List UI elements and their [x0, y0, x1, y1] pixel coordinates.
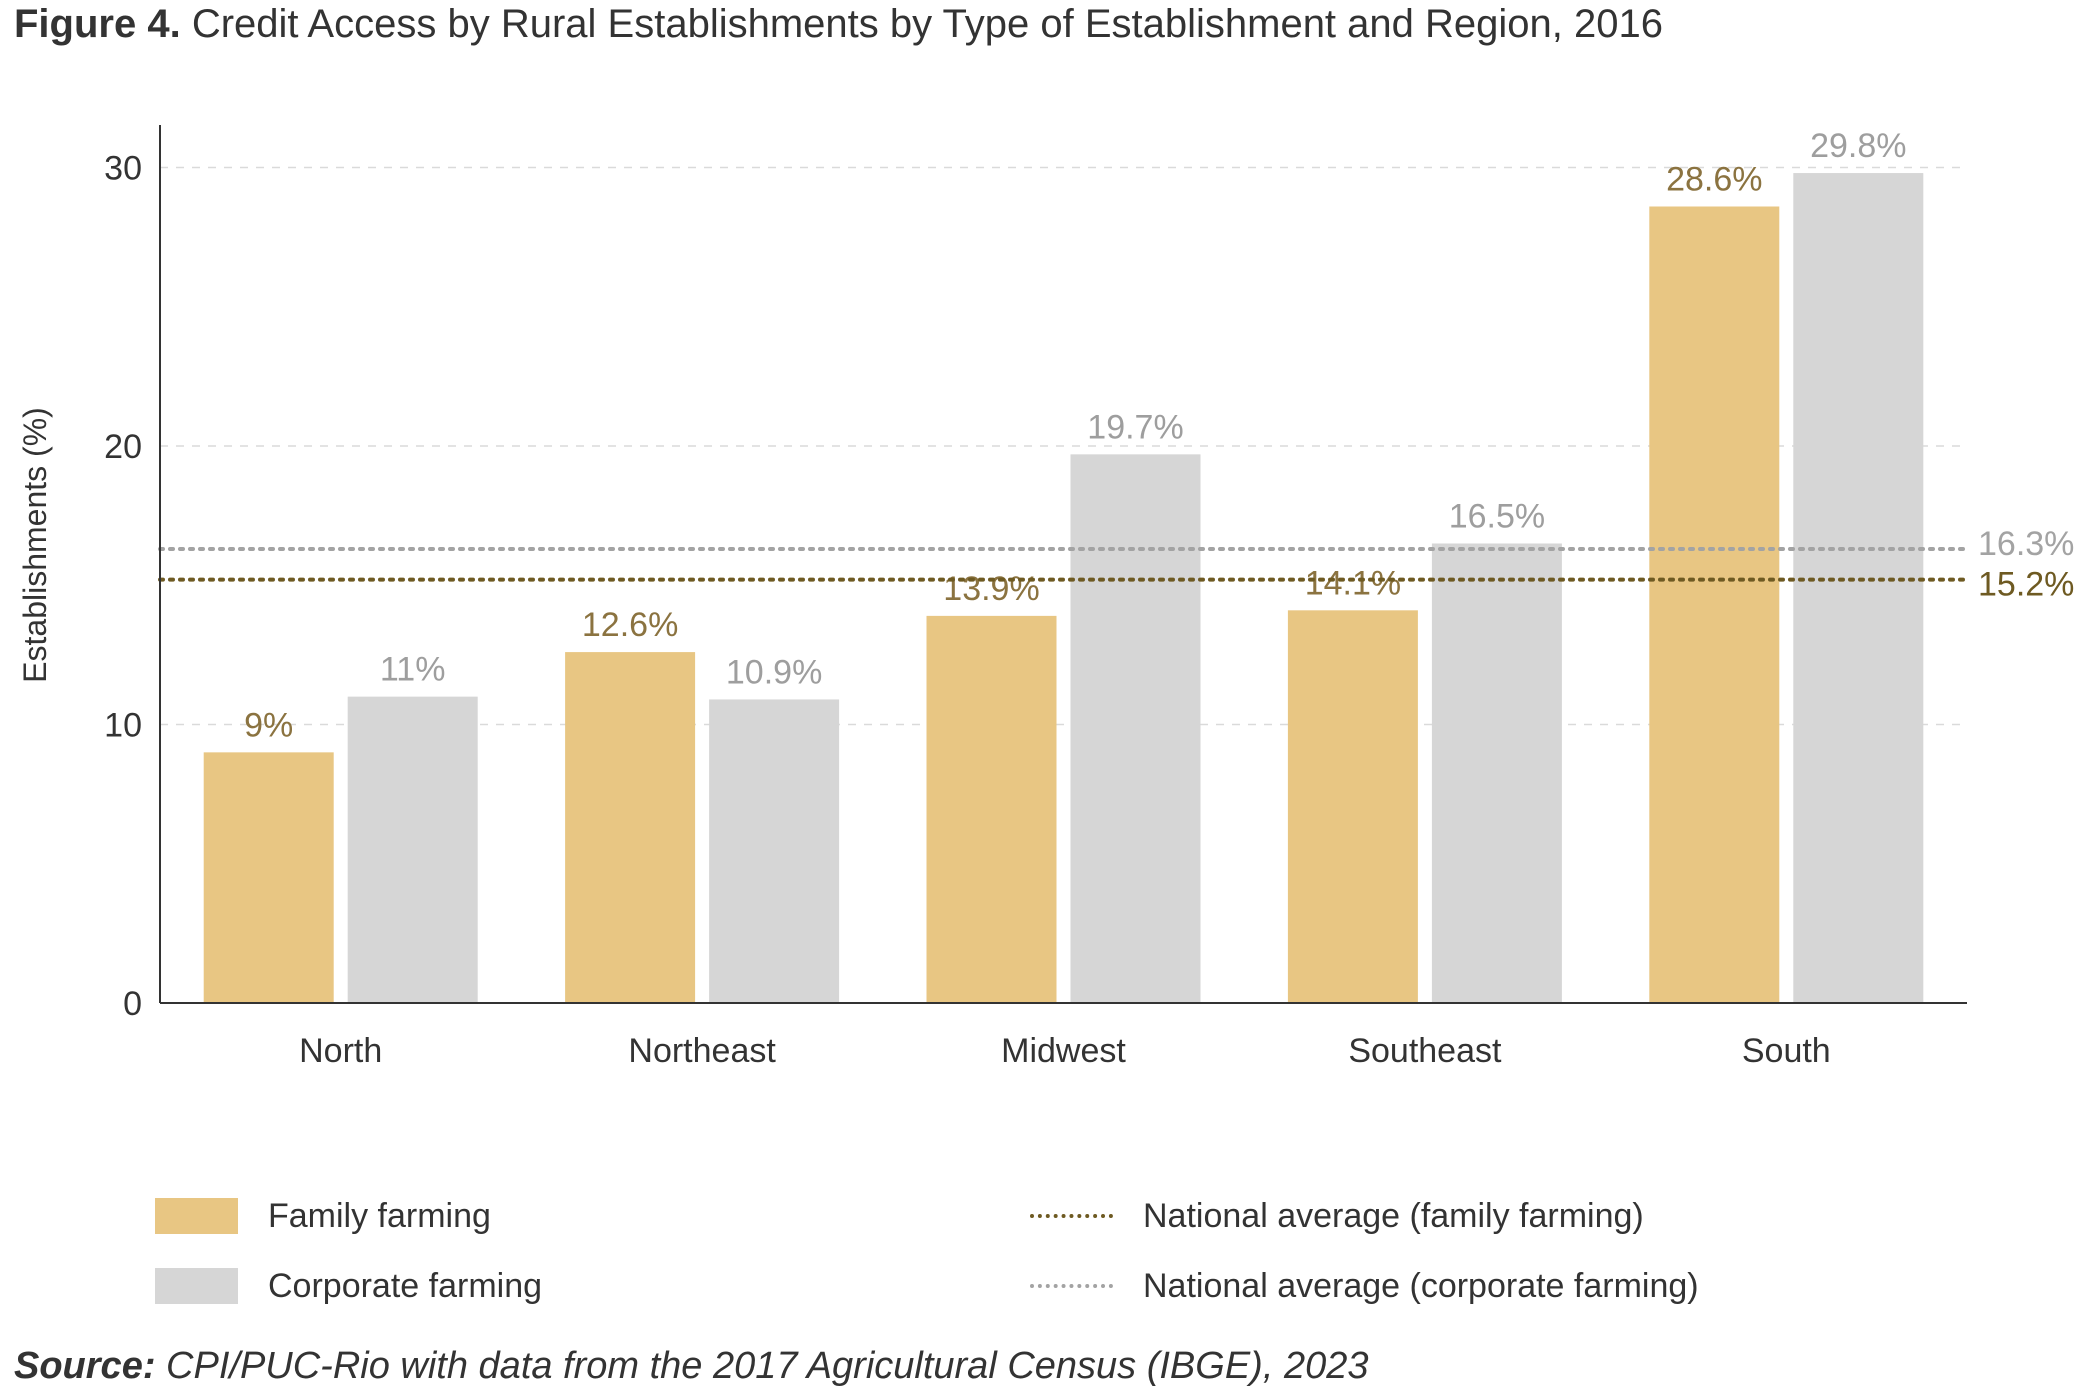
legend-swatch-corporate — [155, 1268, 238, 1304]
data-label-corporate: 10.9% — [726, 653, 822, 691]
bar-corporate — [709, 699, 840, 1003]
bar-corporate — [347, 696, 478, 1003]
x-tick-label: Southeast — [1348, 1032, 1502, 1070]
bar-family — [1649, 206, 1780, 1004]
y-tick-label: 20 — [104, 428, 142, 466]
x-tick-label: Midwest — [1001, 1032, 1126, 1070]
source-note: Source: CPI/PUC-Rio with data from the 2… — [14, 1345, 1368, 1388]
x-tick-label: Northeast — [628, 1032, 776, 1070]
figure-label: Figure 4. — [14, 2, 181, 46]
reference-label-corporate-average: 16.3% — [1978, 525, 2074, 563]
bar-family — [926, 615, 1057, 1003]
bar-chart: 0 10 20 30 Establishments (%) 9% 11% North 12.6%… — [17, 125, 2074, 1070]
legend-line-family-average — [1030, 1214, 1113, 1218]
reference-label-family-average: 15.2% — [1978, 566, 2074, 604]
legend-label-corporate-average: National average (corporate farming) — [1143, 1266, 1699, 1305]
legend-label-family-average: National average (family farming) — [1143, 1196, 1644, 1235]
bar-family — [203, 752, 334, 1003]
data-label-family: 28.6% — [1666, 160, 1762, 198]
data-label-family: 12.6% — [582, 606, 678, 644]
legend-item-family-average: National average (family farming) — [1030, 1196, 1644, 1236]
data-label-corporate: 19.7% — [1087, 408, 1183, 446]
legend-line-corporate-average — [1030, 1284, 1113, 1288]
y-tick-label: 0 — [123, 985, 142, 1023]
figure-title: Figure 4. Credit Access by Rural Establi… — [14, 2, 1663, 47]
data-label-corporate: 16.5% — [1449, 497, 1545, 535]
legend-swatch-family — [155, 1198, 238, 1234]
legend-item-corporate-average: National average (corporate farming) — [1030, 1266, 1699, 1306]
y-tick-label: 30 — [104, 150, 142, 188]
data-label-corporate: 29.8% — [1810, 127, 1906, 165]
legend-item-family: Family farming — [155, 1196, 491, 1236]
legend-label-family: Family farming — [268, 1196, 491, 1235]
legend-label-corporate: Corporate farming — [268, 1266, 543, 1305]
data-label-family: 14.1% — [1305, 564, 1401, 602]
bar-family — [1287, 610, 1418, 1003]
data-label-family: 9% — [244, 706, 293, 744]
data-label-corporate: 11% — [380, 651, 446, 689]
figure-title-text: Credit Access by Rural Establishments by… — [191, 2, 1663, 46]
y-tick-label: 10 — [104, 707, 142, 745]
x-tick-label: North — [299, 1032, 382, 1070]
bar-family — [565, 652, 696, 1003]
source-label: Source: — [14, 1345, 156, 1387]
x-tick-label: South — [1742, 1032, 1831, 1070]
y-axis-label: Establishments (%) — [17, 407, 53, 683]
data-label-family: 13.9% — [943, 570, 1039, 608]
bar-corporate — [1431, 543, 1562, 1003]
bar-corporate — [1793, 173, 1924, 1003]
legend-item-corporate: Corporate farming — [155, 1266, 542, 1306]
bar-corporate — [1070, 454, 1201, 1004]
source-text: CPI/PUC-Rio with data from the 2017 Agri… — [166, 1345, 1369, 1387]
